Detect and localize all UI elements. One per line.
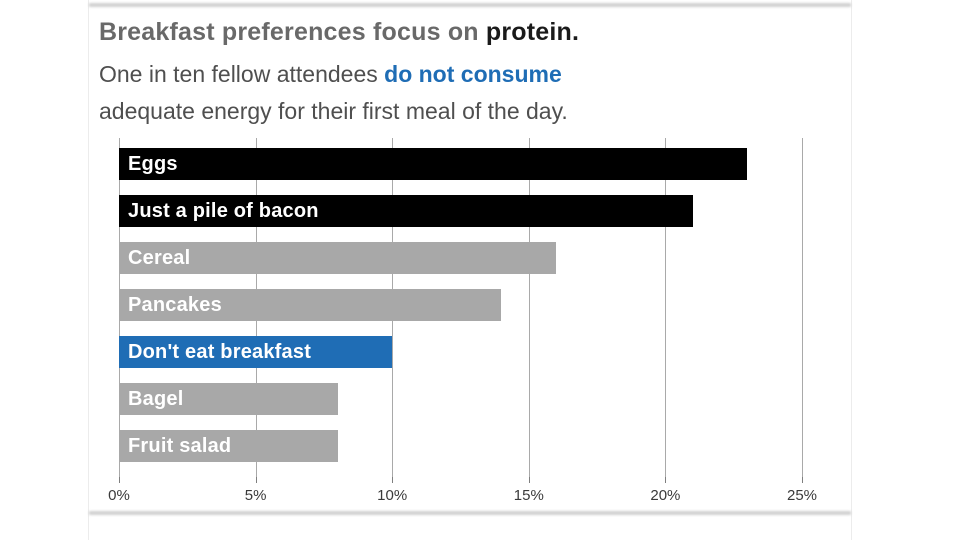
bar-row: Don't eat breakfast (119, 336, 802, 383)
gridline (665, 138, 667, 477)
bar-row: Cereal (119, 242, 802, 289)
bar-label: Fruit salad (128, 434, 232, 457)
subtitle-prefix: One in ten fellow attendees (99, 61, 385, 87)
gridline (528, 138, 530, 477)
bar-row: Just a pile of bacon (119, 195, 802, 242)
bar-label: Don't eat breakfast (128, 340, 312, 363)
x-axis-tick-label: 20% (650, 487, 681, 504)
bar-label: Pancakes (128, 293, 222, 316)
subtitle-line-2: adequate energy for their first meal of … (99, 98, 568, 124)
bar-row: Eggs (119, 148, 802, 195)
title-emphasis: protein. (485, 18, 580, 46)
x-axis-tick-label: 10% (377, 487, 408, 504)
slide: Breakfast preferences focus on protein. … (88, 0, 852, 540)
x-axis-tick-label: 25% (786, 487, 818, 504)
plot-area: Eggs Just a pile of bacon Cereal (119, 138, 803, 483)
slide-header: Breakfast preferences focus on protein. … (99, 16, 839, 130)
bar-label: Bagel (128, 387, 184, 410)
bar-dont-eat-breakfast: Don't eat breakfast (119, 336, 393, 368)
bar-just-a-pile-of-bacon: Just a pile of bacon (119, 195, 693, 227)
page-subtitle: One in ten fellow attendees do not consu… (99, 56, 839, 130)
axis-tick (665, 477, 667, 483)
x-axis-tick-label: 5% (244, 487, 267, 504)
bar-bagel: Bagel (119, 383, 338, 415)
bar-label: Just a pile of bacon (128, 199, 319, 222)
axis-tick (119, 477, 120, 483)
axis-tick (255, 477, 257, 483)
bar-row: Fruit salad (119, 430, 802, 477)
title-prefix: Breakfast preferences focus on (99, 18, 486, 46)
bar-pancakes: Pancakes (119, 289, 502, 321)
bar-eggs: Eggs (119, 148, 748, 180)
slide-top-edge (89, 3, 851, 7)
axis-tick (528, 477, 530, 483)
page-title: Breakfast preferences focus on protein. (99, 16, 839, 48)
axis-tick (802, 477, 803, 483)
bar-fruit-salad: Fruit salad (119, 430, 338, 462)
bar-cereal: Cereal (119, 242, 557, 274)
slide-bottom-edge (89, 511, 851, 515)
x-axis: 0% 5% 10% 15% 20% 25% (108, 487, 817, 507)
bar-label: Eggs (128, 152, 178, 175)
gridline (802, 138, 803, 477)
x-axis-tick-label: 15% (513, 487, 544, 504)
x-axis-tick-label: 0% (108, 487, 130, 504)
bar-series: Eggs Just a pile of bacon Cereal (119, 138, 802, 477)
subtitle-emphasis: do not consume (384, 61, 562, 87)
axis-tick (392, 477, 394, 483)
bar-row: Bagel (119, 383, 802, 430)
bar-chart: Eggs Just a pile of bacon Cereal (108, 138, 819, 507)
bar-row: Pancakes (119, 289, 802, 336)
subtitle-line-1: One in ten fellow attendees do not consu… (99, 56, 839, 93)
bar-label: Cereal (128, 246, 191, 269)
